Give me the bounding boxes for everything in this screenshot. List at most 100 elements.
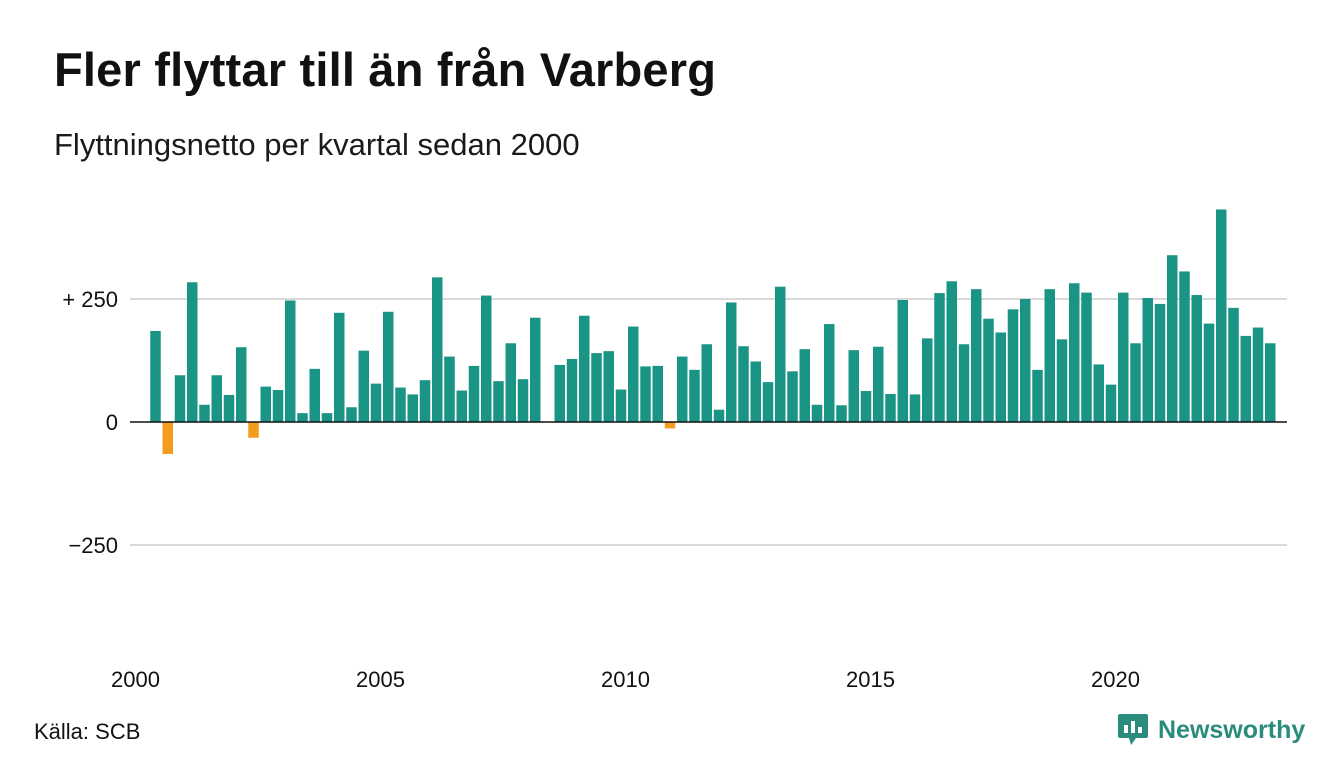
bar [481, 295, 492, 422]
bar [272, 390, 284, 422]
bar [664, 422, 676, 429]
bar [187, 282, 198, 422]
bar [946, 281, 957, 422]
bar [934, 293, 945, 422]
bar [1252, 327, 1264, 422]
bar [701, 344, 712, 422]
bar [370, 383, 382, 422]
chart-subtitle: Flyttningsnetto per kvartal sedan 2000 [54, 127, 580, 162]
bar [848, 350, 859, 422]
logo-text: Newsworthy [1158, 715, 1306, 744]
bar [897, 299, 908, 422]
bar [640, 366, 651, 422]
bar [615, 389, 627, 422]
bar [1007, 309, 1019, 422]
bar [223, 394, 235, 422]
bar [1191, 295, 1202, 422]
bar [983, 318, 994, 422]
bar [297, 413, 308, 422]
bar [885, 393, 896, 422]
bar [591, 353, 602, 422]
bar [1216, 209, 1227, 422]
bar [1130, 343, 1141, 422]
bar [824, 324, 835, 422]
x-tick-label: 2000 [111, 667, 160, 692]
x-tick-label: 2015 [846, 667, 895, 692]
bar [1081, 292, 1092, 422]
bar [383, 311, 394, 422]
bar [456, 390, 467, 422]
bar [493, 381, 504, 422]
bar [775, 286, 786, 422]
bar [1203, 323, 1215, 422]
bar [444, 356, 455, 422]
bar [407, 394, 418, 422]
bar [922, 338, 933, 422]
bar [860, 391, 872, 422]
bar [689, 369, 700, 422]
bar [1044, 289, 1055, 422]
bar [358, 350, 369, 422]
bar [1142, 298, 1153, 422]
bar [468, 365, 480, 422]
bar [211, 375, 222, 422]
bar [248, 422, 259, 438]
bar [260, 386, 271, 422]
bar-chart-speech-bubble-icon [1118, 714, 1148, 745]
bar [395, 387, 406, 422]
bar [517, 379, 529, 422]
x-tick-label: 2010 [601, 667, 650, 692]
bar [505, 343, 516, 422]
bar [236, 347, 247, 422]
bar [726, 302, 737, 422]
bar [738, 346, 749, 422]
bar [1093, 364, 1104, 422]
bar [1118, 292, 1129, 422]
bar [1228, 307, 1239, 422]
bar [713, 409, 725, 422]
bar [150, 330, 161, 422]
x-tick-label: 2020 [1091, 667, 1140, 692]
bar [995, 332, 1006, 422]
bar [1240, 335, 1251, 422]
bar [971, 289, 982, 422]
bar [958, 344, 970, 422]
y-tick-label: −250 [68, 533, 118, 558]
bar [530, 317, 541, 422]
bar [1069, 283, 1080, 422]
newsworthy-logo: Newsworthy [1116, 712, 1305, 748]
bar [346, 407, 357, 422]
source-note: Källa: SCB [34, 719, 141, 744]
bar [873, 346, 884, 422]
y-tick-label: 0 [106, 410, 118, 435]
bar [787, 371, 798, 422]
bar [309, 368, 320, 422]
bar [174, 375, 186, 422]
bar [836, 405, 847, 422]
bar [652, 365, 663, 422]
bar [909, 394, 921, 422]
bar [1154, 303, 1166, 422]
bar [432, 277, 443, 422]
bar [750, 361, 761, 422]
x-tick-label: 2005 [356, 667, 405, 692]
bar [1056, 339, 1068, 422]
bar [554, 364, 565, 422]
y-tick-label: + 250 [62, 287, 118, 312]
bar [1105, 384, 1117, 422]
bar [1167, 255, 1178, 422]
bar [1179, 271, 1190, 422]
bar [285, 300, 296, 422]
bar [566, 359, 578, 422]
bar [677, 356, 688, 422]
bar [1032, 369, 1043, 422]
bar [762, 382, 774, 422]
bar [1020, 299, 1031, 422]
bar [628, 326, 639, 422]
bar [419, 380, 431, 422]
bar [199, 404, 210, 422]
bar [162, 422, 173, 454]
bar [579, 315, 590, 422]
bar [1265, 343, 1276, 422]
